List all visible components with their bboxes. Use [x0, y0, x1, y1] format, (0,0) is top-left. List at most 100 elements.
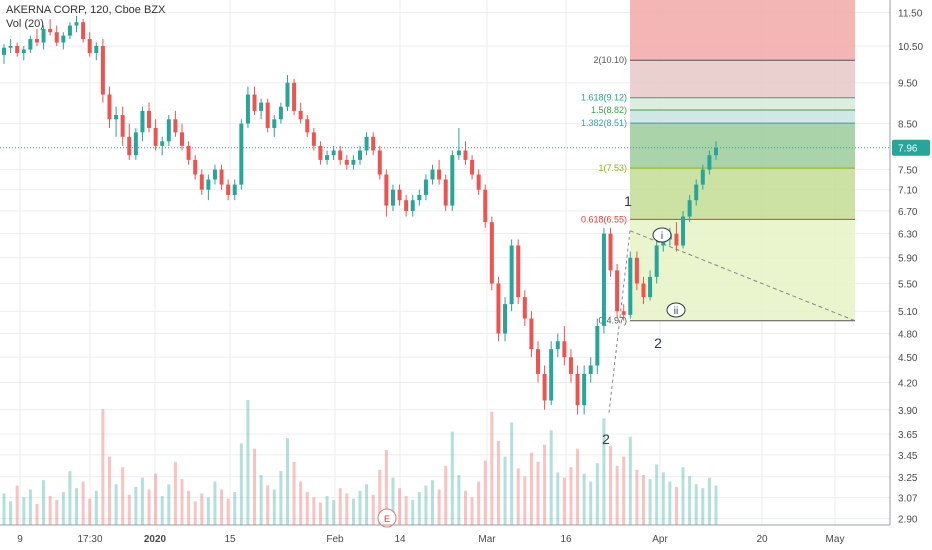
candle-body	[588, 365, 593, 374]
candle-body	[226, 184, 231, 195]
candle-body	[410, 200, 415, 212]
candle-body	[67, 25, 72, 36]
volume-bar	[674, 486, 678, 525]
fib-level-label: 1(7.53)	[598, 163, 627, 173]
candle-body	[199, 174, 204, 190]
volume-bar	[523, 476, 527, 525]
candle-body	[2, 47, 6, 55]
price-tick-label: 4.20	[898, 379, 918, 390]
candle-body	[180, 132, 184, 146]
candle-body	[430, 169, 435, 180]
volume-bar	[107, 456, 111, 525]
time-axis[interactable]: 9 17:30 2020 15 Feb 14 Mar 16 Apr 20 May	[0, 524, 890, 545]
candle-body	[628, 257, 633, 315]
candle-body	[529, 318, 534, 350]
volume-bar	[134, 486, 138, 525]
volume-bar	[279, 471, 283, 525]
wave-label-ii: ii	[674, 306, 678, 317]
candle-body	[107, 94, 112, 120]
time-tick-label: Feb	[326, 534, 344, 545]
candle-body	[265, 102, 270, 128]
time-tick-label: 15	[224, 534, 236, 545]
candle-body	[503, 304, 508, 334]
volume-bar	[378, 469, 382, 525]
candle-body	[127, 136, 132, 156]
fibonacci-extension[interactable]: 0(4.97) 0.618(6.55) 1(7.53) 1.382(8.51) 1.5(…	[581, 0, 856, 413]
candle-body	[239, 123, 244, 185]
volume-bar	[35, 503, 39, 525]
candle-body	[160, 141, 165, 146]
volume-bar	[477, 481, 481, 525]
volume-bar	[68, 471, 72, 525]
volume-indicator-label: Vol (20)	[6, 18, 44, 30]
volume-bar	[305, 492, 309, 525]
candle-body	[404, 200, 409, 212]
volume-bar	[431, 480, 435, 525]
candle-body	[681, 216, 686, 246]
candle-body	[94, 45, 99, 54]
volume-bar	[549, 430, 553, 525]
volume-bar	[81, 481, 85, 525]
fib-zone	[630, 123, 855, 169]
volume-bar	[140, 477, 144, 525]
candle-body	[166, 119, 171, 142]
candle-body	[147, 110, 152, 128]
candle-body	[344, 159, 349, 165]
price-tick-label: 5.90	[898, 254, 918, 265]
price-tick-label: 7.10	[898, 186, 918, 197]
volume-bar	[582, 473, 586, 525]
candle-body	[654, 245, 659, 277]
candle-body	[338, 150, 343, 160]
candle-body	[496, 283, 501, 334]
candle-body	[615, 270, 620, 312]
candle-body	[509, 245, 514, 305]
candle-body	[397, 189, 402, 201]
price-tick-label: 5.50	[898, 280, 918, 291]
candle-body	[87, 39, 92, 54]
volume-bar	[543, 444, 547, 525]
candle-body	[522, 297, 527, 319]
candle-body	[219, 169, 224, 185]
volume-bar	[88, 498, 92, 525]
volume-bar	[450, 431, 454, 525]
volume-bar	[147, 489, 151, 525]
volume-bar	[569, 467, 573, 525]
volume-bar	[101, 409, 105, 525]
candle-body	[278, 106, 283, 120]
candle-body	[259, 102, 264, 111]
price-tick-label: 6.70	[898, 207, 918, 218]
volume-bar	[411, 500, 415, 525]
volume-bar	[444, 465, 448, 525]
candle-body	[641, 283, 646, 298]
volume-bar	[371, 494, 375, 525]
candle-body	[582, 373, 587, 406]
price-tick-label: 3.65	[898, 430, 918, 441]
price-tick-label: 7.50	[898, 166, 918, 177]
candle-body	[41, 28, 46, 43]
volume-bar	[220, 489, 224, 525]
candle-body	[364, 136, 369, 151]
candle-body	[516, 245, 521, 298]
volume-bar	[213, 481, 217, 525]
volume-bar	[365, 484, 369, 525]
candle-body	[272, 119, 277, 128]
volume-bar	[681, 467, 685, 525]
candle-body	[700, 169, 705, 185]
time-tick-label: 16	[560, 534, 572, 545]
price-axis[interactable]: 11.50 10.50 9.50 8.50 7.96 7.50 7.10 6.70 6.30 5.…	[889, 0, 932, 550]
volume-bar	[266, 485, 270, 525]
time-tick-label: Mar	[478, 534, 496, 545]
candle-body	[483, 189, 488, 223]
candle-body	[305, 119, 310, 133]
volume-bar	[28, 489, 32, 525]
candle-body	[100, 45, 105, 95]
volume-bar	[292, 461, 296, 525]
candle-body	[687, 200, 692, 217]
candle-body	[634, 257, 639, 284]
volume-bar	[688, 476, 692, 525]
volume-bar	[167, 484, 171, 525]
candle-body	[318, 145, 323, 160]
volume-bar	[556, 472, 560, 525]
volume-bar	[496, 440, 500, 525]
